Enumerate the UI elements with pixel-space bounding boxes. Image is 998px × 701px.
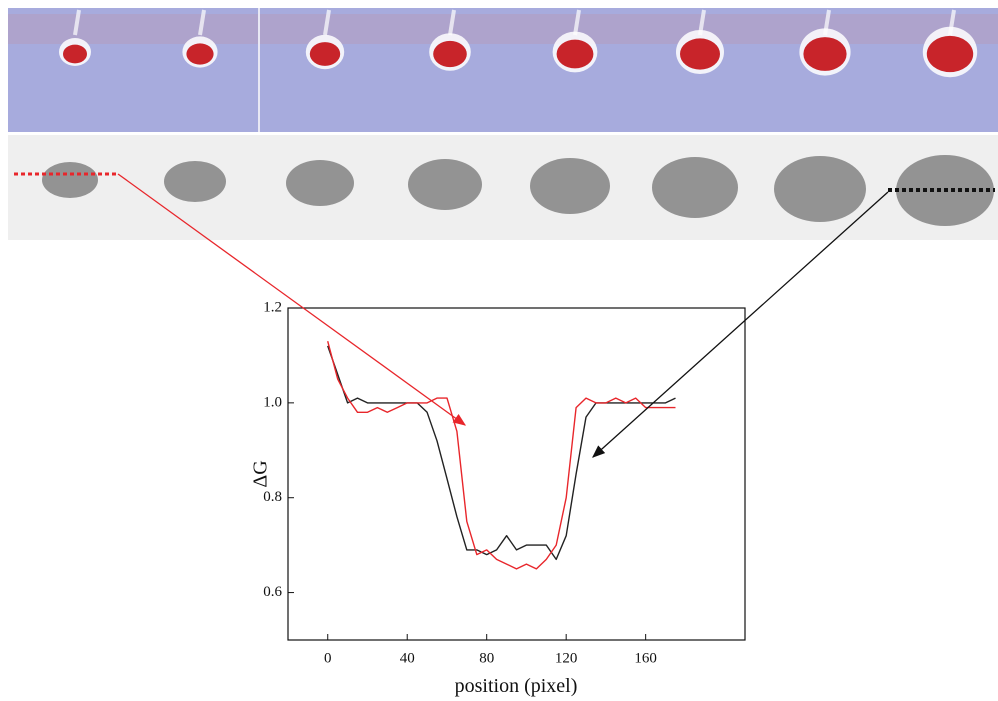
droplet [433,40,467,68]
red-arrow [117,173,467,426]
shadow-blob [530,158,610,214]
droplets [42,9,994,226]
droplet [556,39,594,69]
droplet [680,38,720,70]
droplet-trail [823,9,831,36]
droplet [186,43,214,65]
droplet-trail [323,9,331,36]
droplet-trail [448,9,456,36]
image-strips [8,8,998,240]
droplet-strip-texture [8,14,998,44]
y-tick-label: 0.6 [263,584,282,600]
droplet-trail [73,9,81,36]
droplet [926,35,974,73]
droplet [803,37,847,71]
y-tick-label: 0.8 [263,489,282,505]
droplet [63,44,87,64]
shadow-blob [652,157,738,218]
series-line [327,341,676,570]
shadow-blob [286,160,354,206]
x-axis-label: position (pixel) [455,675,578,697]
x-tick-label: 0 [324,650,332,666]
x-tick-label: 160 [634,650,657,666]
plot-frame [287,307,746,641]
droplet-trail [573,9,581,36]
black-arrow [592,191,889,458]
droplet-trail [948,9,956,36]
plot: ΔG position (pixel) 0.6 0.8 1.0 1.2 0 40 80 120… [250,299,746,697]
x-tick-label: 40 [400,650,415,666]
shadow-blob [774,156,866,222]
shadow-blob [42,162,98,198]
y-axis-label: ΔG [250,460,272,487]
droplet [309,42,341,66]
x-tick-label: 120 [555,650,578,666]
y-tick-label: 1.0 [263,394,282,410]
shadow-blob [164,161,226,202]
shadow-blob [408,159,482,210]
y-tick-label: 1.2 [263,299,282,315]
x-tick-label: 80 [479,650,494,666]
series-line [327,345,676,561]
droplet-trail [198,9,206,36]
droplet-trail [698,9,706,36]
